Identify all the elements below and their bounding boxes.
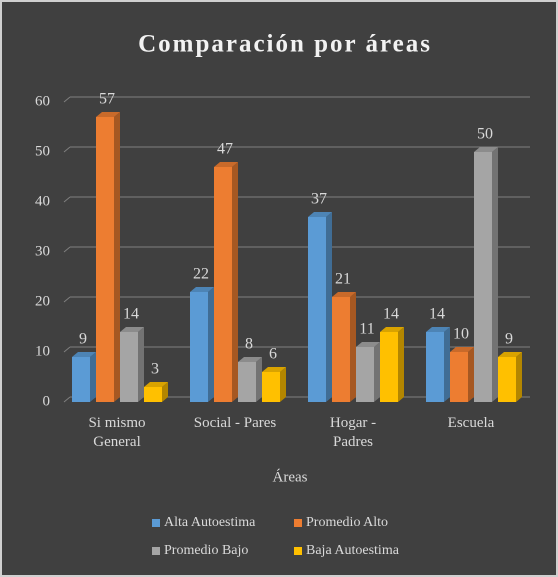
bar-top [262,367,286,372]
data-label: 10 [453,326,469,343]
bar-top [190,287,214,292]
y-tick-label: 50 [35,143,50,159]
bar [96,117,114,402]
x-axis-label: Áreas [273,468,308,485]
bar-top [96,112,120,117]
bar [380,332,398,402]
bar-top [450,347,474,352]
bar-top [498,352,522,357]
bar-top [380,327,404,332]
data-label: 14 [123,306,139,323]
bar-side [138,327,144,402]
data-label: 37 [311,191,327,208]
bar-top [426,327,450,332]
grid-line-depth [63,196,71,203]
legend-label: Promedio Alto [306,515,388,530]
data-label: 21 [335,271,351,288]
bar-side [256,357,262,402]
bar-side [208,287,214,402]
y-tick-label: 0 [43,393,51,409]
bar-side [326,212,332,402]
x-tick-label: Si mismo General [88,415,146,450]
bar-top [214,162,238,167]
data-label: 14 [383,306,399,323]
bar [450,352,468,402]
bar-top [144,382,168,387]
legend-swatch [294,547,302,555]
bar-top [238,357,262,362]
bar-side [492,147,498,402]
data-label: 50 [477,126,493,143]
bar-side [516,352,522,402]
grid-line-depth [63,396,71,403]
bar-top [72,352,96,357]
data-label: 57 [99,91,115,108]
grid-line-depth [63,246,71,253]
bar [426,332,444,402]
bar-top [474,147,498,152]
bar-side [350,292,356,402]
bar-side [232,162,238,402]
bar [332,297,350,402]
bar [498,357,516,402]
bar-top [120,327,144,332]
bar-side [444,327,450,402]
data-label: 8 [245,336,253,353]
data-label: 11 [359,321,374,338]
bar [190,292,208,402]
data-label: 14 [429,306,445,323]
bar [238,362,256,402]
data-label: 9 [505,331,513,348]
data-label: 3 [151,361,159,378]
bar-side [162,382,168,402]
bar-side [90,352,96,402]
bar [72,357,90,402]
bar-top [308,212,332,217]
grid-line-depth [63,146,71,153]
bar-side [398,327,404,402]
bar [214,167,232,402]
legend-label: Alta Autoestima [164,515,256,530]
legend-label: Promedio Bajo [164,543,248,558]
data-label: 9 [79,331,87,348]
legend-swatch [152,519,160,527]
bar [120,332,138,402]
data-label: 47 [217,141,233,158]
y-tick-label: 30 [35,243,50,259]
bar-side [280,367,286,402]
legend-label: Baja Autoestima [306,543,400,558]
legend-swatch [294,519,302,527]
data-label: 6 [269,346,277,363]
bar [144,387,162,402]
legend-swatch [152,547,160,555]
grid-line-depth [63,296,71,303]
x-tick-label: Social - Pares [193,415,277,431]
bar-top [332,292,356,297]
bar [262,372,280,402]
y-tick-label: 10 [35,343,50,359]
data-label: 22 [193,266,209,283]
y-tick-label: 20 [35,293,50,309]
bar-top [356,342,380,347]
grid-line-depth [63,96,71,103]
y-tick-label: 60 [35,93,50,109]
chart-title: Comparación por áreas [138,31,432,58]
bar [308,217,326,402]
bar-side [114,112,120,402]
bar-side [374,342,380,402]
y-tick-label: 40 [35,193,50,209]
bar [474,152,492,402]
bar [356,347,374,402]
x-tick-label: Escuela [447,415,495,431]
x-tick-label: Hogar - Padres [329,415,377,450]
bar-side [468,347,474,402]
grid-line-depth [63,346,71,353]
